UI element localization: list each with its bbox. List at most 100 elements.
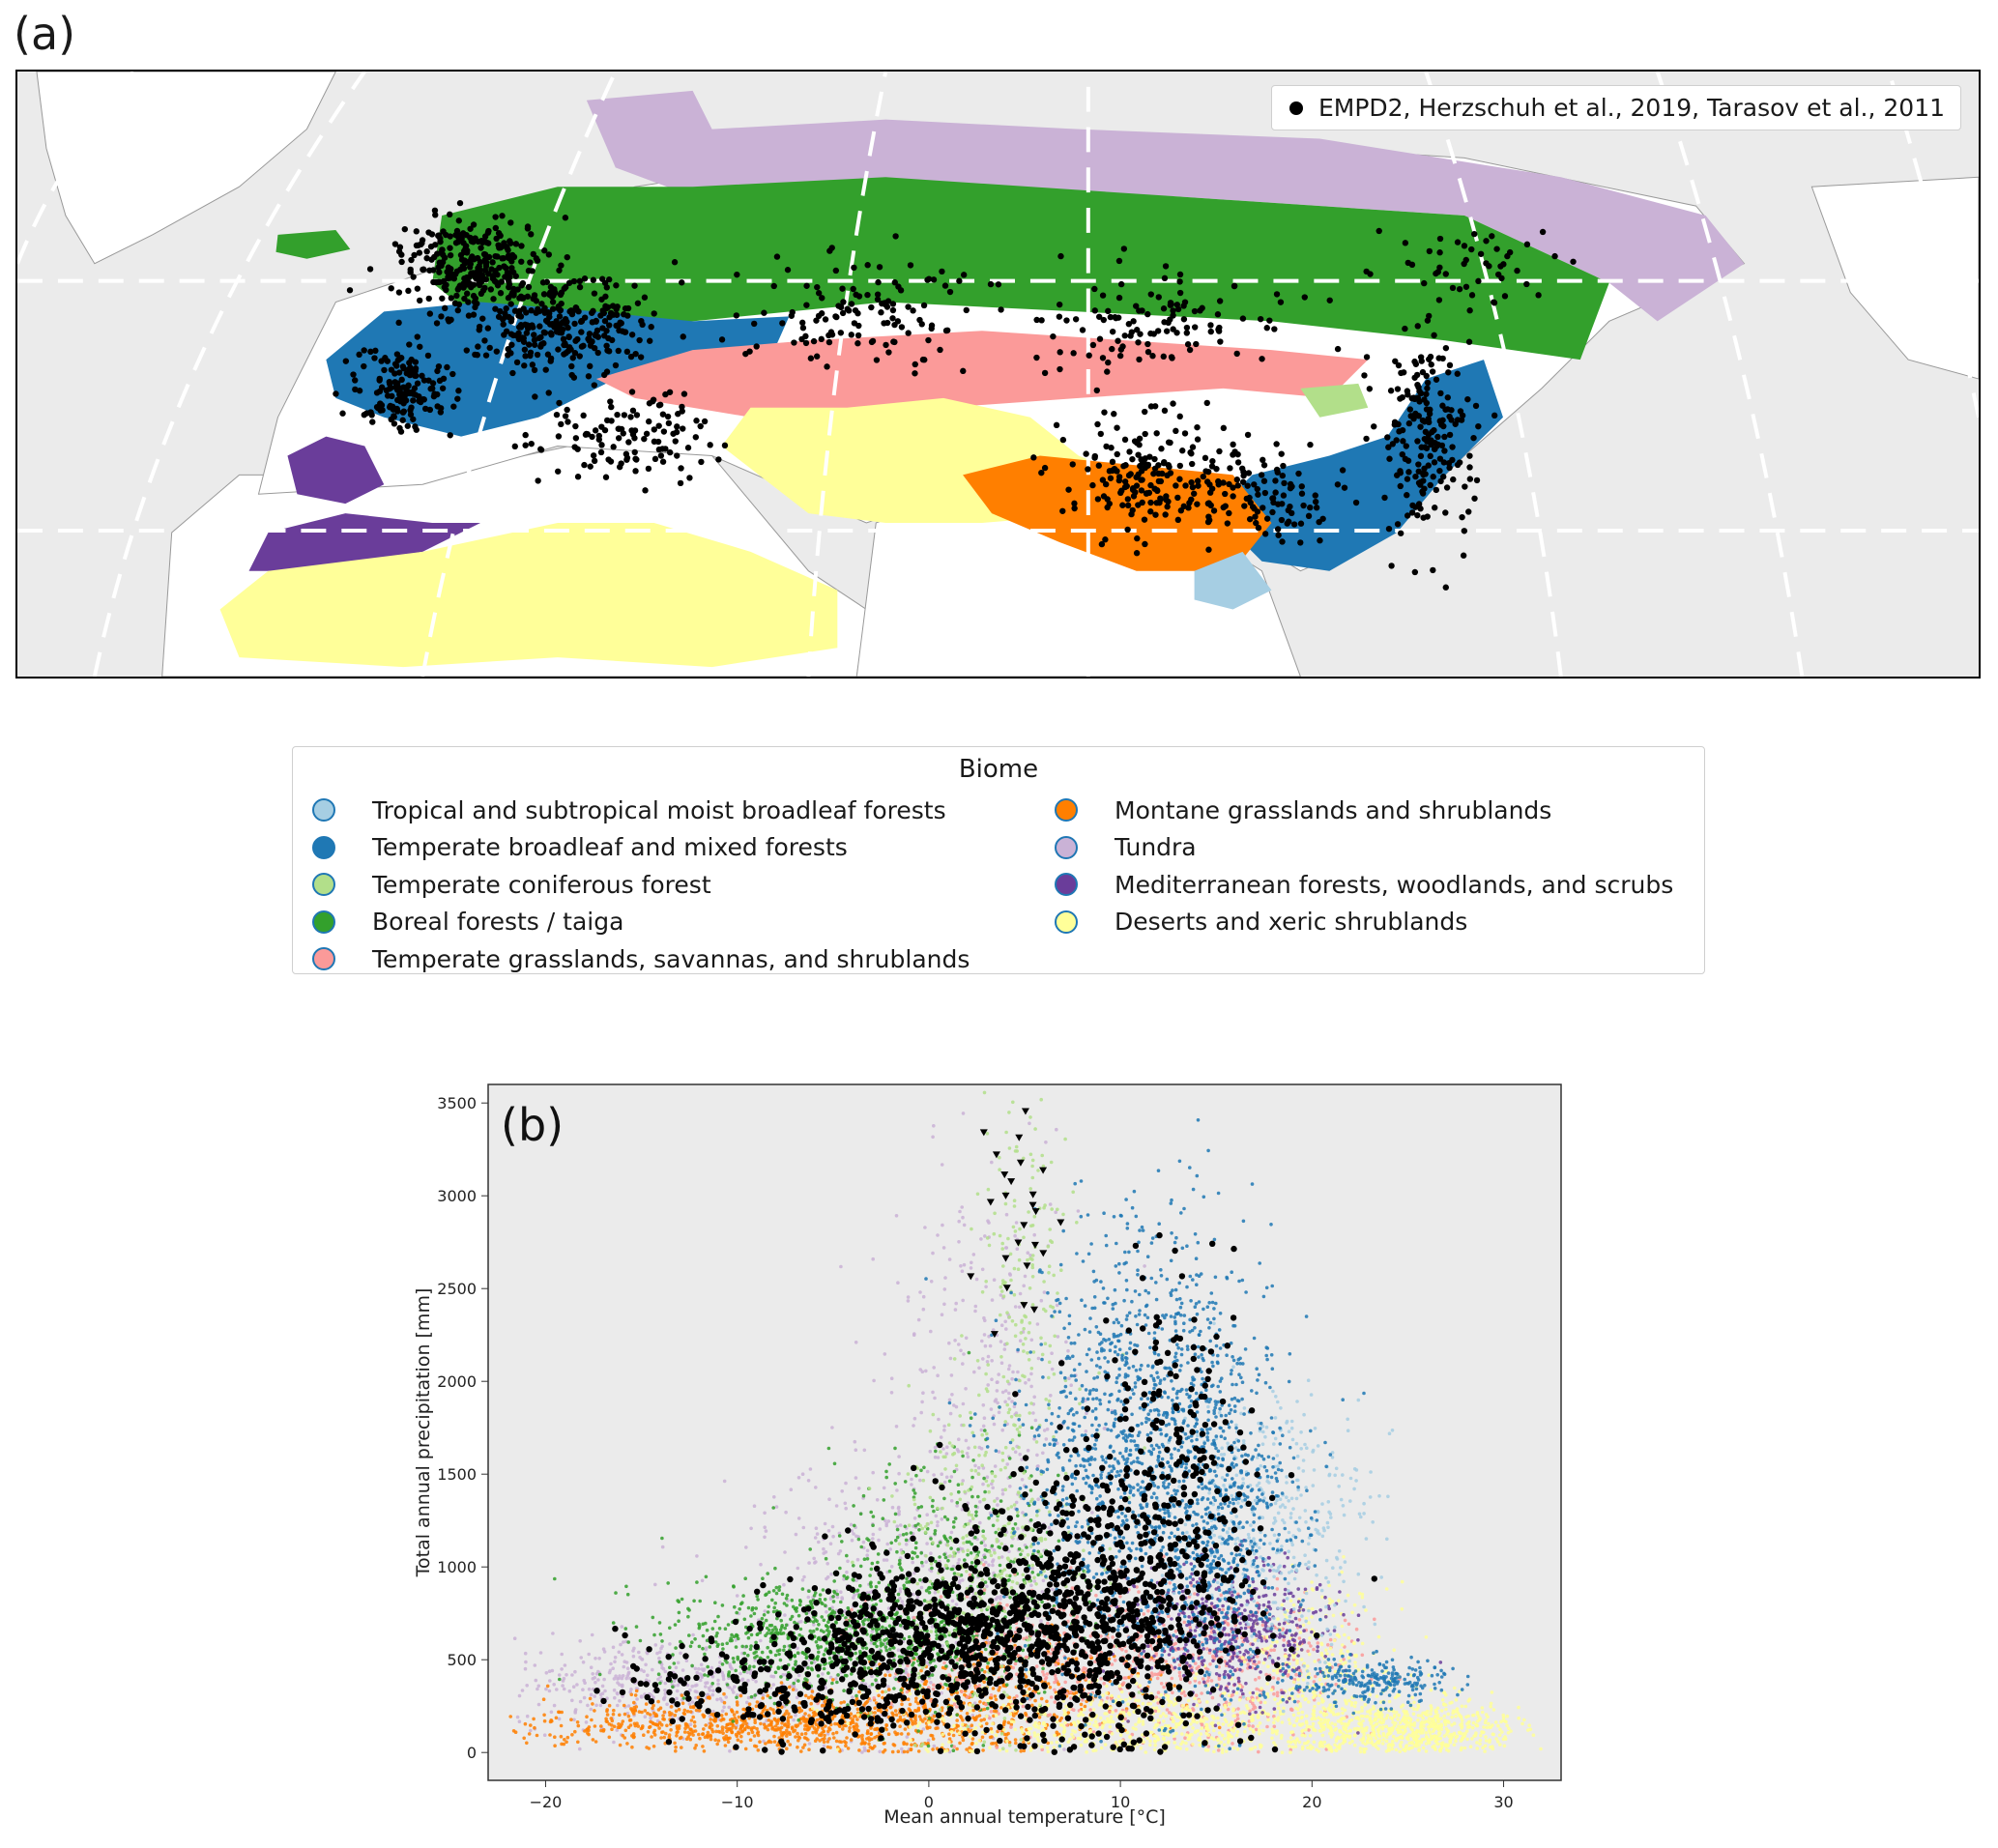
scatter-point [968,1519,972,1523]
scatter-point [786,1716,791,1719]
scatter-point [654,1714,659,1718]
map-site-point [825,338,833,346]
map-site-point [1298,490,1306,497]
biome-legend-column-1: Tropical and subtropical moist broadleaf… [312,792,970,978]
scatter-point [668,1642,672,1646]
map-site-point [883,341,889,349]
scatter-point [754,1650,758,1654]
map-site-point [1305,512,1313,520]
map-site-point [601,332,608,339]
map-site-point [1414,323,1421,330]
scatter-point [944,1475,949,1480]
scatter-point [750,1726,754,1730]
scatter-point [801,1746,805,1749]
scatter-point [949,1499,954,1503]
map-site-point [1446,464,1453,472]
scatter-point [660,1536,664,1541]
map-site-point [471,256,478,263]
scatter-point [735,1700,739,1704]
scatter-point [626,1725,631,1729]
scatter-point [661,1714,665,1718]
scatter-point [735,1594,739,1598]
scatter-point [663,1689,667,1692]
scatter-point [653,1582,657,1587]
map-site-point [1124,526,1131,534]
map-site-point [1160,353,1167,360]
map-site-point [995,281,1002,288]
map-site-point [518,282,525,289]
map-site-point [395,369,403,376]
scatter-point [991,1563,995,1568]
scatter-point [802,1743,807,1747]
scatter-point [952,1519,956,1524]
map-site-point [1386,455,1393,462]
scatter-point [828,1727,832,1732]
map-site-point [1278,516,1286,524]
scatter-point [918,1290,922,1294]
map-site-point [944,327,951,333]
map-site-point [472,303,478,311]
scatter-point [990,1298,995,1302]
scatter-point [664,1731,668,1736]
scatter-point [796,1476,801,1480]
scatter-point [548,1733,552,1737]
map-site-point [561,341,567,349]
scatter-point [572,1718,576,1722]
scatter-point [942,1302,946,1307]
scatter-point [797,1673,801,1678]
scatter-point [769,1722,773,1726]
map-site-point [1466,307,1473,314]
scatter-point [585,1715,589,1718]
map-site-point [632,468,639,475]
map-site-point [1483,260,1490,267]
map-site-point [864,262,871,269]
scatter-point [984,1285,988,1289]
map-site-point [1166,464,1173,471]
scatter-point [850,1529,854,1533]
scatter-point [987,1516,991,1520]
scatter-point [1031,1411,1035,1415]
scatter-point [669,1705,674,1709]
map-site-point [779,320,786,327]
scatter-point [1004,1212,1009,1217]
scatter-point [701,1745,705,1748]
map-site-point [930,276,938,283]
map-site-point [518,243,525,249]
scatter-point [557,1673,562,1677]
map-site-point [1111,411,1117,418]
map-site-point [818,310,825,317]
scatter-point [597,1672,602,1677]
map-site-point [564,406,570,414]
scatter-point [649,1719,652,1724]
map-site-point [1176,413,1183,419]
map-site-point [461,260,469,267]
scatter-point [576,1740,580,1745]
biome-legend-item: Temperate coniferous forest [312,866,970,904]
scatter-point [636,1724,641,1728]
scatter-point [867,1742,871,1747]
scatter-point [807,1714,811,1718]
map-site-point [1471,495,1478,502]
scatter-point [854,1651,857,1656]
map-site-point [1426,419,1433,426]
scatter-point [1002,1719,1007,1723]
scatter-point [1032,1437,1036,1441]
scatter-point [940,1690,943,1695]
map-site-point [701,418,709,425]
map-site-point [1057,252,1064,260]
scatter-point [708,1725,712,1730]
scatter-point [817,1540,821,1545]
map-site-point [1147,330,1154,337]
map-site-point [1272,477,1279,484]
map-site-point [476,327,482,333]
scatter-point [625,1666,630,1670]
scatter-point [550,1668,555,1673]
scatter-point [864,1646,869,1651]
scatter-point [949,1475,954,1479]
map-site-point [907,262,914,269]
map-site-point [1277,299,1285,305]
scatter-point [607,1703,612,1708]
scatter-point [652,1745,656,1748]
map-site-point [406,360,413,366]
map-site-point [1341,484,1348,491]
